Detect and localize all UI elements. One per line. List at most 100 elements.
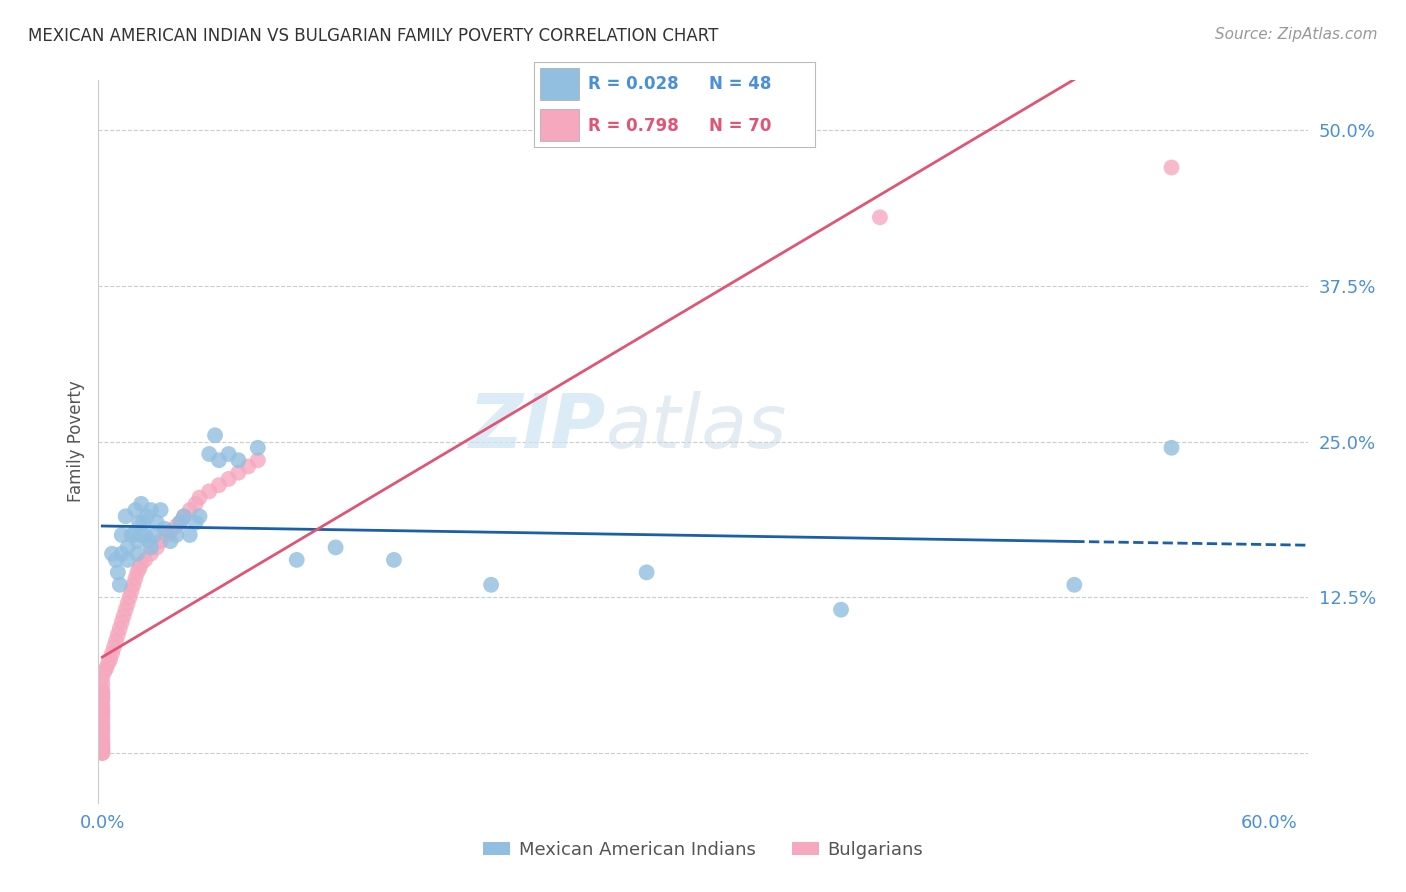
Text: N = 70: N = 70: [709, 117, 770, 135]
Point: [111, 615, 134, 630]
Point: [246, 441, 269, 455]
Point: [145, 541, 167, 555]
Point: [91, 727, 114, 741]
Point: [91, 739, 114, 754]
Point: [91, 701, 114, 715]
Point: [91, 714, 114, 729]
Point: [112, 609, 135, 624]
Point: [136, 509, 159, 524]
Text: MEXICAN AMERICAN INDIAN VS BULGARIAN FAMILY POVERTY CORRELATION CHART: MEXICAN AMERICAN INDIAN VS BULGARIAN FAM…: [28, 27, 718, 45]
Point: [114, 603, 136, 617]
Point: [830, 603, 852, 617]
Point: [149, 503, 172, 517]
Point: [91, 671, 114, 685]
Point: [91, 746, 114, 760]
Point: [91, 733, 114, 747]
Point: [118, 591, 141, 605]
Point: [179, 528, 201, 542]
Point: [91, 731, 114, 745]
Point: [1160, 441, 1182, 455]
Point: [101, 646, 124, 660]
Point: [208, 453, 231, 467]
Point: [173, 509, 195, 524]
Point: [479, 578, 502, 592]
Point: [124, 572, 146, 586]
Point: [91, 704, 114, 718]
Point: [91, 736, 114, 750]
Point: [91, 698, 114, 713]
Text: N = 48: N = 48: [709, 76, 770, 94]
Point: [104, 553, 127, 567]
FancyBboxPatch shape: [540, 68, 579, 100]
Point: [121, 528, 143, 542]
Point: [228, 466, 250, 480]
Point: [108, 578, 131, 592]
Point: [91, 718, 114, 732]
Legend: Mexican American Indians, Bulgarians: Mexican American Indians, Bulgarians: [475, 834, 931, 866]
Point: [139, 503, 162, 517]
Point: [1160, 161, 1182, 175]
Point: [382, 553, 405, 567]
Text: ZIP: ZIP: [470, 391, 606, 464]
Point: [228, 453, 250, 467]
Point: [869, 211, 891, 225]
Point: [139, 547, 162, 561]
Point: [184, 516, 207, 530]
Point: [91, 743, 114, 757]
Point: [107, 566, 129, 580]
Point: [208, 478, 231, 492]
Point: [108, 621, 131, 635]
Point: [165, 519, 187, 533]
FancyBboxPatch shape: [540, 109, 579, 141]
Point: [153, 522, 176, 536]
Point: [103, 640, 125, 654]
Point: [91, 693, 114, 707]
Point: [91, 686, 114, 700]
Point: [91, 742, 114, 756]
Point: [325, 541, 347, 555]
Point: [169, 516, 191, 530]
Point: [218, 472, 240, 486]
Point: [107, 627, 129, 641]
Point: [204, 428, 226, 442]
Point: [91, 746, 114, 760]
Point: [134, 553, 156, 567]
Point: [101, 547, 124, 561]
Point: [129, 497, 152, 511]
Point: [111, 547, 134, 561]
Point: [159, 524, 181, 539]
Point: [91, 677, 114, 691]
Point: [129, 528, 152, 542]
Text: Source: ZipAtlas.com: Source: ZipAtlas.com: [1215, 27, 1378, 42]
Point: [117, 597, 139, 611]
Point: [97, 657, 120, 671]
Point: [91, 739, 114, 753]
Point: [91, 689, 114, 703]
Text: R = 0.798: R = 0.798: [588, 117, 679, 135]
Point: [91, 691, 114, 706]
Point: [93, 665, 115, 679]
Point: [1063, 578, 1085, 592]
Point: [122, 528, 145, 542]
Point: [127, 566, 149, 580]
Point: [169, 516, 191, 530]
Text: atlas: atlas: [606, 391, 787, 463]
Point: [138, 534, 160, 549]
Y-axis label: Family Poverty: Family Poverty: [66, 381, 84, 502]
Point: [159, 534, 181, 549]
Point: [188, 491, 211, 505]
Point: [91, 708, 114, 723]
Point: [96, 661, 118, 675]
Point: [165, 528, 187, 542]
Point: [117, 553, 139, 567]
Point: [134, 528, 156, 542]
Point: [139, 541, 162, 555]
Point: [91, 711, 114, 725]
Point: [179, 503, 201, 517]
Point: [132, 516, 155, 530]
Point: [128, 561, 150, 575]
Point: [149, 534, 172, 549]
Point: [184, 497, 207, 511]
Point: [127, 534, 149, 549]
Point: [121, 584, 143, 599]
